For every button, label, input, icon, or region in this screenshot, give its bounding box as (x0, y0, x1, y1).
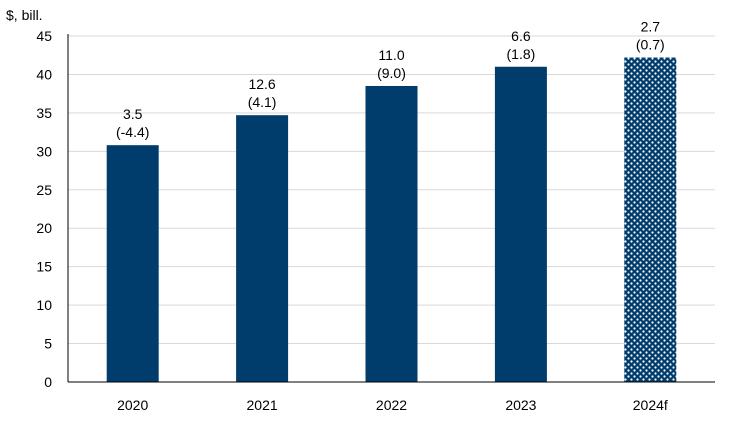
y-tick-label: 40 (36, 66, 52, 82)
bar-2022 (365, 85, 418, 382)
bar-2023 (494, 66, 547, 382)
data-label-change: (9.0) (377, 65, 406, 81)
y-tick-label: 0 (44, 374, 52, 390)
data-label-change: (-4.4) (116, 124, 149, 140)
data-label-growth: 11.0 (378, 47, 404, 63)
data-label-change: (1.8) (507, 46, 536, 62)
y-axis-unit-label: $, bill. (6, 7, 43, 23)
labels: 0 5 10 15 20 25 30 35 40 45 2020 3.5 (-4.4) 2021 12.6 (… (36, 19, 667, 413)
x-tick-label: 2020 (117, 397, 148, 413)
data-label-growth: 6.6 (511, 28, 531, 44)
y-tick-label: 15 (36, 259, 52, 275)
y-tick-label: 20 (36, 220, 52, 236)
data-label-growth: 3.5 (123, 106, 143, 122)
y-tick-label: 35 (36, 105, 52, 121)
bar-2021 (236, 115, 289, 382)
y-tick-label: 10 (36, 297, 52, 313)
data-label-change: (4.1) (248, 94, 277, 110)
bar-2020 (106, 145, 159, 382)
x-tick-label: 2023 (505, 397, 536, 413)
y-tick-label: 45 (36, 28, 52, 44)
x-tick-label: 2024f (633, 397, 668, 413)
bars (106, 57, 677, 382)
y-tick-label: 30 (36, 143, 52, 159)
x-tick-label: 2021 (247, 397, 278, 413)
axes (67, 34, 715, 383)
y-tick-label: 5 (44, 336, 52, 352)
y-tick-label: 25 (36, 182, 52, 198)
bar-2024f (624, 57, 677, 382)
x-tick-label: 2022 (376, 397, 407, 413)
data-label-change: (0.7) (636, 37, 665, 53)
data-label-growth: 2.7 (641, 19, 661, 35)
data-label-growth: 12.6 (248, 76, 275, 92)
